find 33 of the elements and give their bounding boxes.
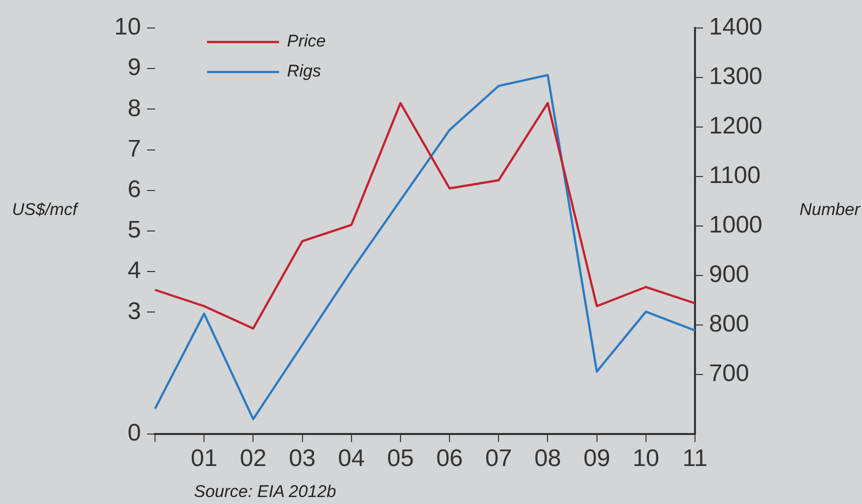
- x-tick-label: 04: [338, 445, 365, 472]
- x-tick-label: 02: [240, 445, 267, 472]
- y2-tick-label: 1300: [709, 63, 762, 90]
- x-tick-label: 03: [288, 445, 316, 472]
- legend-label: Price: [287, 32, 326, 51]
- x-tick-label: 09: [583, 445, 610, 472]
- y-axis-title: US$/mcf: [12, 200, 78, 220]
- y2-tick-label: 700: [709, 360, 750, 388]
- y-tick-label: 8: [128, 94, 141, 122]
- y-tick-label: 9: [128, 54, 141, 82]
- y-tick-label: 10: [114, 14, 141, 41]
- y2-tick-label: 900: [709, 261, 750, 288]
- y-tick-label: 3: [128, 298, 141, 325]
- y2-tick-label: 800: [709, 310, 750, 338]
- y-tick-label: 4: [128, 257, 141, 284]
- x-tick-label: 05: [387, 445, 414, 472]
- y2-tick-label: 1000: [709, 212, 762, 239]
- x-tick-label: 06: [436, 445, 463, 472]
- x-tick-label: 08: [534, 445, 562, 472]
- legend-label: Rigs: [287, 62, 322, 81]
- y-tick-label: 6: [128, 176, 141, 204]
- y2-tick-label: 1100: [709, 162, 761, 190]
- x-tick-label: 10: [632, 445, 660, 472]
- y-tick-label: 5: [128, 216, 141, 244]
- y-tick-label: 7: [128, 135, 141, 162]
- x-tick-label: 01: [190, 445, 218, 472]
- y-tick-label: 0: [128, 420, 141, 447]
- x-tick-label: 11: [682, 445, 708, 472]
- y2-tick-label: 1400: [709, 14, 762, 41]
- y2-axis-title: Number: [800, 200, 860, 220]
- source-note: Source: EIA 2012b: [194, 482, 336, 502]
- x-tick-label: 07: [485, 445, 512, 472]
- y2-tick-label: 1200: [709, 112, 762, 140]
